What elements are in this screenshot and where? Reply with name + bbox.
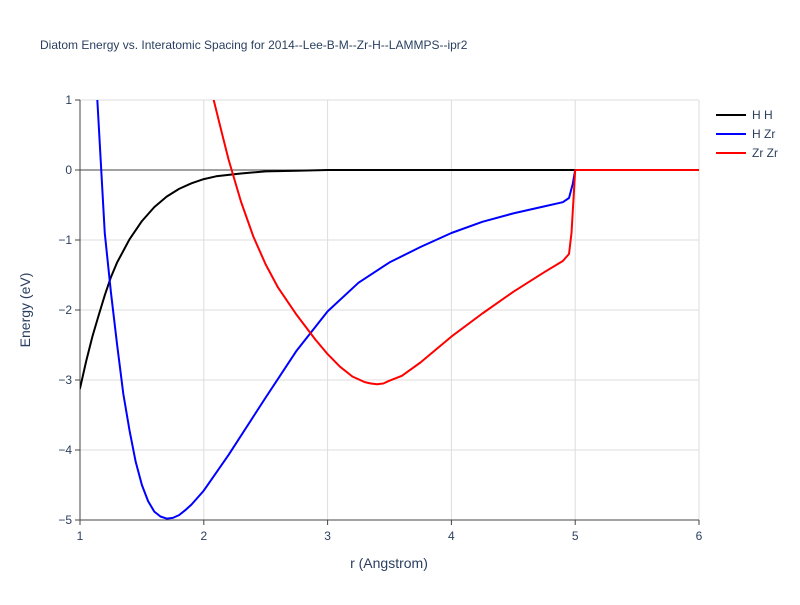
legend-label: H H bbox=[752, 108, 773, 122]
y-tick-label: 1 bbox=[65, 93, 72, 107]
series-line-zr-zr bbox=[212, 100, 699, 386]
legend-item-h-h[interactable]: H H bbox=[716, 108, 773, 122]
legend-label: Zr Zr bbox=[752, 146, 778, 160]
legend-label: H Zr bbox=[752, 127, 775, 141]
x-tick-label: 1 bbox=[77, 529, 84, 543]
series-layer bbox=[80, 100, 699, 520]
x-tick-label: 4 bbox=[448, 529, 455, 543]
series-line-h-zr bbox=[96, 100, 699, 520]
legend-item-zr-zr[interactable]: Zr Zr bbox=[716, 146, 778, 160]
y-tick-label: −3 bbox=[58, 373, 72, 387]
y-axis-title: Energy (eV) bbox=[17, 273, 33, 348]
series-line-h-h bbox=[80, 169, 699, 390]
x-tick-label: 3 bbox=[324, 529, 331, 543]
axis-layer bbox=[75, 99, 700, 525]
tick-label-layer: 1 2 3 4 5 6 1 0 −1 −2 −3 −4 −5 bbox=[58, 93, 702, 543]
y-tick-label: −1 bbox=[58, 233, 72, 247]
x-axis-title: r (Angstrom) bbox=[350, 555, 428, 571]
x-tick-label: 2 bbox=[200, 529, 207, 543]
x-tick-label: 6 bbox=[696, 529, 703, 543]
y-tick-label: −2 bbox=[58, 303, 72, 317]
y-tick-label: −4 bbox=[58, 443, 72, 457]
chart-title: Diatom Energy vs. Interatomic Spacing fo… bbox=[40, 38, 468, 52]
legend-item-h-zr[interactable]: H Zr bbox=[716, 127, 775, 141]
y-tick-label: −5 bbox=[58, 513, 72, 527]
y-tick-label: 0 bbox=[65, 163, 72, 177]
legend[interactable]: H H H Zr Zr Zr bbox=[716, 108, 778, 160]
x-tick-label: 5 bbox=[572, 529, 579, 543]
